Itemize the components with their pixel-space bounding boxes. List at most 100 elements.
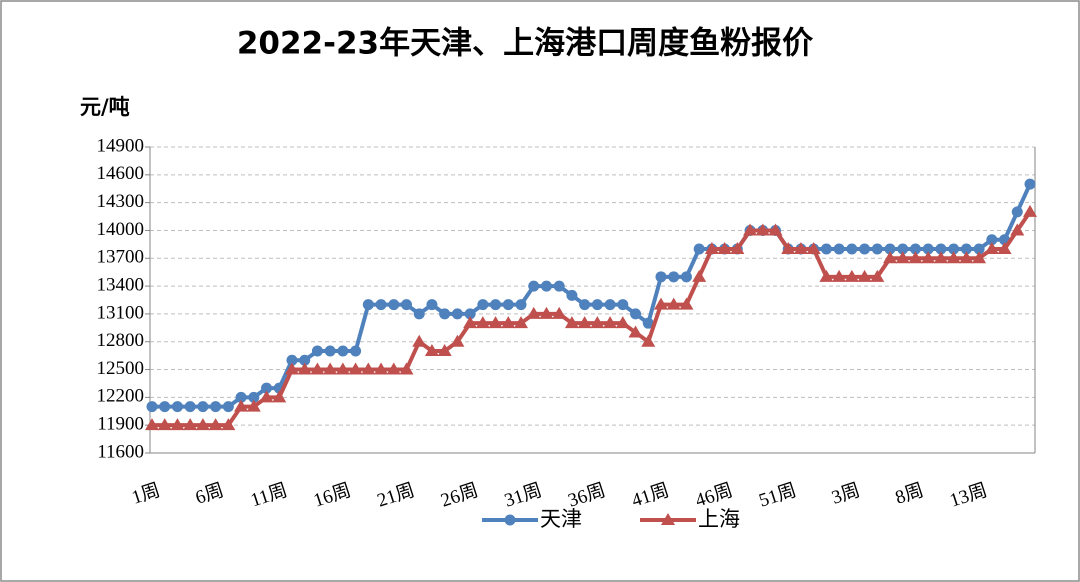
point: [948, 243, 960, 255]
point: [362, 299, 374, 311]
legend-label: 上海: [698, 507, 740, 531]
point: [743, 223, 758, 236]
point: [1011, 206, 1023, 218]
point: [870, 269, 885, 282]
point: [883, 251, 898, 264]
point: [526, 306, 541, 319]
point: [210, 401, 222, 413]
point: [286, 354, 298, 366]
point: [171, 401, 183, 413]
point: [350, 345, 362, 357]
point: [844, 269, 859, 282]
point: [833, 243, 845, 255]
point: [501, 316, 516, 329]
point: [972, 251, 987, 264]
y-tick-label: 12200: [97, 386, 145, 407]
point: [463, 316, 478, 329]
point: [386, 362, 401, 375]
y-tick-label: 14300: [97, 191, 145, 212]
point: [895, 251, 910, 264]
point: [832, 269, 847, 282]
point: [946, 251, 961, 264]
point: [819, 269, 834, 282]
point: [1010, 223, 1025, 236]
point: [528, 280, 540, 292]
point: [248, 391, 260, 403]
point: [388, 299, 400, 311]
point: [566, 289, 578, 301]
point: [450, 334, 465, 347]
point: [933, 251, 948, 264]
point: [590, 316, 605, 329]
point: [540, 280, 552, 292]
point: [399, 362, 414, 375]
point: [284, 362, 299, 375]
point: [246, 399, 261, 412]
y-tick-label: 12800: [97, 330, 145, 351]
point: [693, 243, 705, 255]
point: [400, 299, 412, 311]
point: [897, 243, 909, 255]
point: [504, 514, 516, 526]
point: [973, 243, 985, 255]
point: [857, 269, 872, 282]
point: [579, 299, 591, 311]
point: [922, 243, 934, 255]
point: [793, 242, 808, 254]
point: [464, 308, 476, 320]
point: [490, 299, 502, 311]
y-tick-label: 13100: [97, 302, 145, 323]
point: [337, 345, 349, 357]
point: [335, 362, 350, 375]
point: [374, 362, 389, 375]
point: [413, 308, 425, 320]
point: [552, 306, 567, 319]
point: [884, 243, 896, 255]
point: [755, 223, 770, 236]
point: [628, 325, 643, 338]
point: [666, 297, 681, 310]
y-tick-label: 14000: [97, 219, 145, 240]
point: [412, 334, 427, 347]
point: [960, 243, 972, 255]
point: [170, 418, 185, 431]
point: [222, 401, 234, 413]
point: [653, 297, 668, 310]
point: [717, 242, 732, 254]
point: [577, 316, 592, 329]
point: [909, 243, 921, 255]
point: [642, 317, 654, 329]
y-tick-label: 14600: [97, 163, 145, 184]
point: [1024, 178, 1036, 190]
point: [297, 362, 312, 375]
point: [426, 299, 438, 311]
point: [768, 223, 783, 236]
y-tick-label: 13400: [97, 274, 145, 295]
point: [184, 401, 196, 413]
point: [617, 299, 629, 311]
point: [488, 316, 503, 329]
point: [234, 399, 249, 412]
point: [591, 299, 603, 311]
point: [259, 390, 274, 403]
point: [997, 242, 1012, 254]
y-tick-label: 12500: [97, 358, 145, 379]
point: [311, 345, 323, 357]
point: [986, 234, 998, 246]
point: [299, 354, 311, 366]
point: [424, 344, 439, 356]
point: [603, 316, 618, 329]
point: [679, 297, 694, 310]
point: [680, 271, 692, 283]
point: [820, 243, 832, 255]
point: [437, 344, 452, 356]
point: [197, 401, 209, 413]
point: [261, 382, 273, 394]
point: [984, 242, 999, 254]
y-tick-label: 11600: [97, 441, 144, 462]
point: [146, 401, 158, 413]
point: [564, 316, 579, 329]
point: [959, 251, 974, 264]
